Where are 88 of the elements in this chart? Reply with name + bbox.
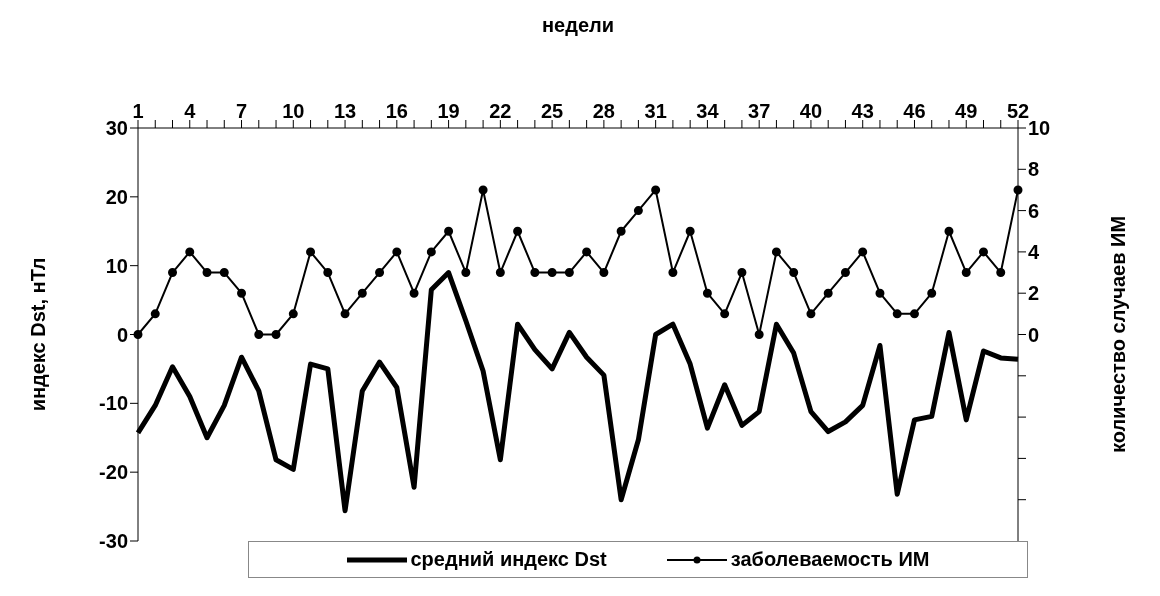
point	[1013, 185, 1023, 195]
y2-tick-label: 2	[1028, 282, 1040, 305]
point	[219, 268, 229, 278]
point	[771, 247, 781, 257]
point	[426, 247, 436, 257]
x-tick-label: 1	[132, 100, 144, 122]
point	[323, 268, 333, 278]
point	[789, 268, 799, 278]
x-tick-label: 7	[235, 100, 248, 122]
point	[754, 330, 764, 339]
x-tick-label: 52	[1006, 100, 1030, 122]
point	[288, 309, 298, 319]
point	[961, 268, 971, 278]
x-tick-label: 4	[184, 100, 197, 122]
y2-tick-label: 4	[1028, 241, 1040, 263]
point	[340, 309, 350, 319]
point	[823, 288, 833, 298]
x-tick-label: 10	[282, 100, 305, 122]
point	[806, 309, 816, 319]
point	[392, 247, 402, 257]
point	[444, 226, 454, 236]
point	[737, 268, 747, 278]
legend-label: средний индекс Dst	[409, 548, 607, 571]
point	[357, 288, 367, 298]
x-tick-label: 22	[489, 100, 512, 122]
point	[927, 288, 937, 298]
point	[513, 226, 523, 236]
point	[409, 288, 419, 298]
x-axis-title: недели	[541, 14, 615, 37]
legend-label: заболеваемость ИМ	[729, 548, 930, 571]
x-tick-label: 31	[644, 100, 667, 122]
x-tick-label: 13	[333, 100, 357, 122]
x-tick-label: 49	[955, 100, 978, 122]
x-tick-label: 16	[385, 100, 408, 122]
point	[702, 288, 712, 298]
point	[375, 268, 385, 278]
point	[271, 330, 281, 339]
x-tick-label: 40	[799, 100, 823, 122]
point	[616, 226, 626, 236]
point	[978, 247, 988, 257]
point	[461, 268, 471, 278]
point	[254, 330, 264, 339]
y-tick-label: -10	[99, 392, 128, 415]
point	[668, 268, 678, 278]
point	[892, 309, 902, 319]
point	[202, 268, 212, 278]
point	[996, 268, 1006, 278]
x-tick-label: 28	[592, 100, 616, 122]
point	[685, 226, 695, 236]
point	[133, 330, 143, 339]
y2-tick-label: 6	[1028, 199, 1040, 222]
x-tick-label: 37	[748, 100, 771, 122]
point	[582, 247, 592, 257]
point	[633, 206, 643, 216]
point	[185, 247, 195, 257]
x-tick-label: 25	[540, 100, 564, 122]
point	[875, 288, 885, 298]
point	[840, 268, 850, 278]
y2-tick-label: 8	[1028, 158, 1040, 181]
y-tick-label: -30	[99, 530, 128, 553]
point	[495, 268, 505, 278]
y-axis-title: индекс Dst, нТл	[27, 257, 50, 412]
point	[168, 268, 178, 278]
y-tick-label: 0	[116, 323, 128, 346]
point	[530, 268, 540, 278]
point	[478, 185, 488, 195]
point	[720, 309, 730, 319]
point	[944, 226, 954, 236]
y-tick-label: 10	[105, 254, 128, 277]
y-tick-label: 30	[105, 117, 128, 140]
point	[547, 268, 557, 278]
point	[237, 288, 247, 298]
x-tick-label: 19	[437, 100, 460, 122]
x-tick-label: 46	[903, 100, 926, 122]
point	[858, 247, 868, 257]
point	[651, 185, 661, 195]
y2-tick-label: 10	[1028, 117, 1051, 140]
point	[564, 268, 574, 278]
y2-tick-label: 0	[1028, 323, 1040, 346]
point	[150, 309, 160, 319]
x-tick-label: 43	[851, 100, 874, 122]
point	[306, 247, 316, 257]
y-tick-label: 20	[105, 185, 128, 208]
x-tick-label: 34	[696, 100, 720, 122]
point	[599, 268, 609, 278]
point	[909, 309, 919, 319]
y2-axis-title: количество случаев ИМ	[1107, 215, 1130, 454]
y-tick-label: -20	[99, 461, 128, 484]
